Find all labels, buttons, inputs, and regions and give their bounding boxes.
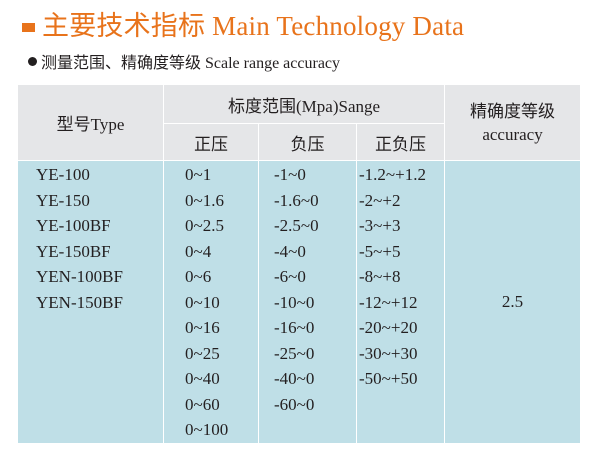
positive-range: 0~16	[185, 318, 220, 337]
header-model: 型号Type	[17, 84, 164, 161]
pos-neg-column: -1.2~+1.2 -2~+2 -3~+3 -5~+5 -8~+8 -12~+1…	[355, 160, 446, 444]
pos-neg-range: -2~+2	[359, 190, 401, 210]
negative-range: -1~0	[274, 165, 306, 184]
negative-range: -40~0	[274, 369, 315, 388]
model-item: YE-100BF	[36, 216, 111, 235]
model-item: YE-100	[36, 165, 90, 184]
positive-range: 0~6	[185, 267, 212, 286]
subsection-header: 测量范围、精确度等级 Scale range accuracy	[28, 50, 340, 72]
spec-table-container: 型号Type 标度范围(Mpa)Sange 精确度等级 accuracy 正压 …	[17, 84, 582, 444]
positive-range: 0~1	[185, 165, 212, 184]
section-header: 主要技术指标 Main Technology Data	[22, 6, 465, 41]
positive-column: 0~1 0~1.6 0~2.5 0~4 0~6 0~10 0~16 0~25 0…	[163, 160, 259, 444]
spec-table: 型号Type 标度范围(Mpa)Sange 精确度等级 accuracy 正压 …	[17, 84, 582, 444]
negative-range: -60~0	[274, 394, 315, 414]
header-negative: 负压	[258, 123, 357, 161]
pos-neg-range: -8~+8	[359, 267, 401, 286]
page-title: 主要技术指标 Main Technology Data	[42, 10, 465, 41]
negative-range: -25~0	[274, 343, 315, 363]
header-pos-neg: 正负压	[355, 123, 446, 161]
positive-range: 0~60	[185, 394, 220, 414]
negative-range: -16~0	[274, 318, 315, 337]
header-accuracy: 精确度等级 accuracy	[444, 84, 582, 161]
positive-range: 0~2.5	[185, 216, 224, 235]
positive-range: 0~10	[185, 292, 220, 312]
pos-neg-range: -5~+5	[359, 241, 401, 261]
pos-neg-range: -30~+30	[359, 343, 418, 363]
orange-square-icon	[22, 22, 35, 32]
positive-range: 0~100	[185, 420, 229, 439]
model-column: YE-100 YE-150 YE-100BF YE-150BF YEN-100B…	[17, 160, 164, 444]
negative-column: -1~0 -1.6~0 -2.5~0 -4~0 -6~0 -10~0 -16~0…	[258, 160, 357, 444]
pos-neg-range: -12~+12	[359, 292, 418, 312]
model-item: YE-150BF	[36, 241, 111, 261]
model-item: YEN-100BF	[36, 267, 123, 286]
pos-neg-range: -1.2~+1.2	[359, 165, 426, 184]
header-accuracy-en: accuracy	[482, 124, 543, 144]
bullet-icon	[28, 56, 37, 66]
pos-neg-range: -3~+3	[359, 216, 401, 235]
subsection-title: 测量范围、精确度等级 Scale range accuracy	[41, 55, 341, 72]
pos-neg-range: -50~+50	[359, 369, 418, 388]
negative-range: -10~0	[274, 292, 315, 312]
header-positive: 正压	[163, 123, 259, 161]
pos-neg-range: -20~+20	[359, 318, 418, 337]
positive-range: 0~1.6	[185, 190, 224, 210]
header-range: 标度范围(Mpa)Sange	[162, 84, 446, 124]
accuracy-value: 2.5	[444, 160, 582, 444]
model-item: YE-150	[36, 190, 90, 210]
model-item: YEN-150BF	[36, 292, 123, 312]
positive-range: 0~25	[185, 343, 220, 363]
positive-range: 0~4	[185, 241, 212, 261]
positive-range: 0~40	[185, 369, 220, 388]
negative-range: -4~0	[274, 241, 306, 261]
negative-range: -1.6~0	[274, 190, 319, 210]
header-accuracy-cn: 精确度等级	[470, 101, 556, 121]
negative-range: -6~0	[274, 267, 306, 286]
negative-range: -2.5~0	[274, 216, 319, 235]
